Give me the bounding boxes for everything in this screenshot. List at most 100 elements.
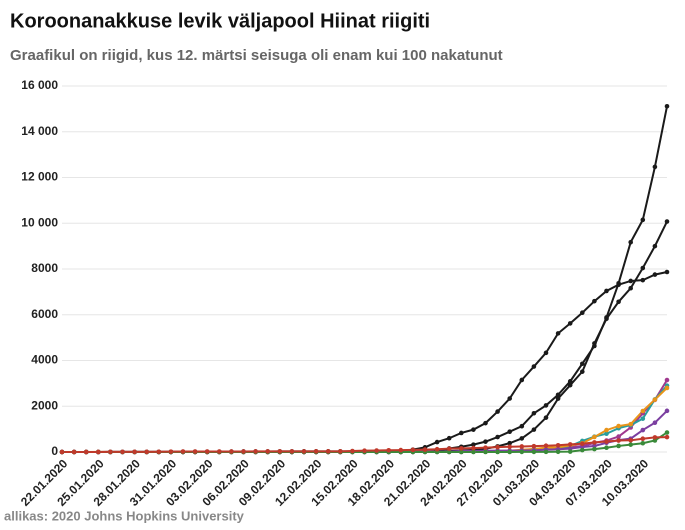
chart-subtitle: Graafikul on riigid, kus 12. märtsi seis…	[10, 47, 503, 64]
data-point	[59, 449, 65, 455]
data-point	[664, 103, 670, 109]
data-point	[422, 447, 428, 452]
data-point	[628, 278, 633, 284]
y-tick-label: 8000	[31, 261, 58, 275]
data-point	[640, 427, 646, 433]
data-point	[616, 434, 621, 439]
data-point	[446, 435, 452, 441]
data-point	[652, 243, 658, 249]
data-point	[289, 449, 295, 454]
data-point	[459, 430, 464, 436]
data-point	[664, 408, 670, 414]
data-point	[446, 449, 452, 455]
chart-title: Koroonanakkuse levik väljapool Hiinat ri…	[10, 10, 430, 32]
series-line	[62, 271, 668, 453]
data-point	[616, 438, 621, 443]
y-tick-label: 2000	[31, 398, 58, 412]
data-point	[628, 438, 633, 443]
data-point	[604, 316, 609, 322]
data-point	[350, 448, 355, 454]
data-point	[628, 442, 633, 447]
data-point	[519, 423, 525, 429]
data-point	[338, 449, 343, 454]
data-point	[592, 341, 597, 346]
data-point	[253, 449, 258, 454]
data-point	[483, 420, 488, 426]
data-point	[652, 435, 658, 440]
data-point	[483, 439, 488, 444]
data-point	[410, 447, 416, 453]
data-point	[616, 443, 621, 449]
data-point	[531, 364, 537, 369]
data-point	[495, 434, 500, 440]
data-point	[555, 449, 561, 455]
data-point	[592, 446, 597, 452]
data-point	[604, 445, 609, 450]
data-point	[543, 449, 549, 455]
data-point	[555, 442, 561, 448]
data-point	[628, 421, 633, 427]
data-point	[83, 449, 89, 455]
data-point	[543, 350, 549, 356]
data-point	[580, 369, 585, 374]
data-point	[543, 403, 549, 408]
data-point	[168, 449, 174, 454]
data-point	[132, 449, 137, 455]
data-point	[616, 299, 621, 305]
data-point	[652, 397, 658, 402]
series-line	[62, 387, 668, 453]
data-point	[71, 449, 77, 455]
data-point	[96, 449, 101, 455]
data-point	[217, 449, 222, 454]
data-point	[313, 449, 319, 454]
y-tick-label: 12 000	[21, 170, 58, 184]
data-point	[471, 445, 476, 451]
data-point	[640, 277, 646, 283]
data-point	[567, 382, 573, 388]
data-point	[580, 310, 585, 316]
data-point	[241, 449, 246, 454]
data-point	[604, 427, 609, 433]
data-point	[604, 431, 609, 437]
y-tick-label: 14 000	[21, 124, 58, 138]
data-point	[446, 446, 452, 451]
data-point	[229, 449, 234, 454]
data-point	[459, 446, 464, 451]
data-point	[434, 446, 440, 452]
data-point	[640, 217, 646, 223]
data-point	[616, 282, 621, 287]
data-point	[664, 430, 670, 435]
series-line	[62, 106, 668, 453]
series-line	[62, 385, 668, 453]
data-point	[543, 415, 549, 420]
data-point	[567, 321, 573, 326]
data-point	[555, 392, 561, 398]
data-point	[362, 448, 367, 453]
data-point	[459, 449, 464, 455]
data-point	[108, 449, 113, 455]
data-point	[483, 449, 488, 455]
data-point	[616, 423, 621, 429]
data-point	[531, 427, 537, 432]
series-line	[62, 379, 668, 453]
data-point	[434, 439, 440, 445]
data-point	[519, 377, 525, 383]
data-point	[640, 436, 646, 442]
data-point	[592, 434, 597, 440]
data-point	[398, 447, 404, 453]
data-point	[664, 434, 670, 440]
data-point	[144, 449, 149, 455]
data-point	[652, 420, 658, 425]
data-point	[640, 416, 646, 421]
data-point	[628, 285, 633, 291]
data-point	[628, 239, 633, 245]
data-point	[580, 447, 585, 453]
data-point	[652, 164, 658, 170]
data-point	[567, 442, 573, 447]
data-point	[495, 409, 500, 414]
data-point	[604, 288, 609, 294]
data-point	[664, 269, 670, 275]
data-point	[640, 265, 646, 271]
data-point	[204, 449, 210, 454]
